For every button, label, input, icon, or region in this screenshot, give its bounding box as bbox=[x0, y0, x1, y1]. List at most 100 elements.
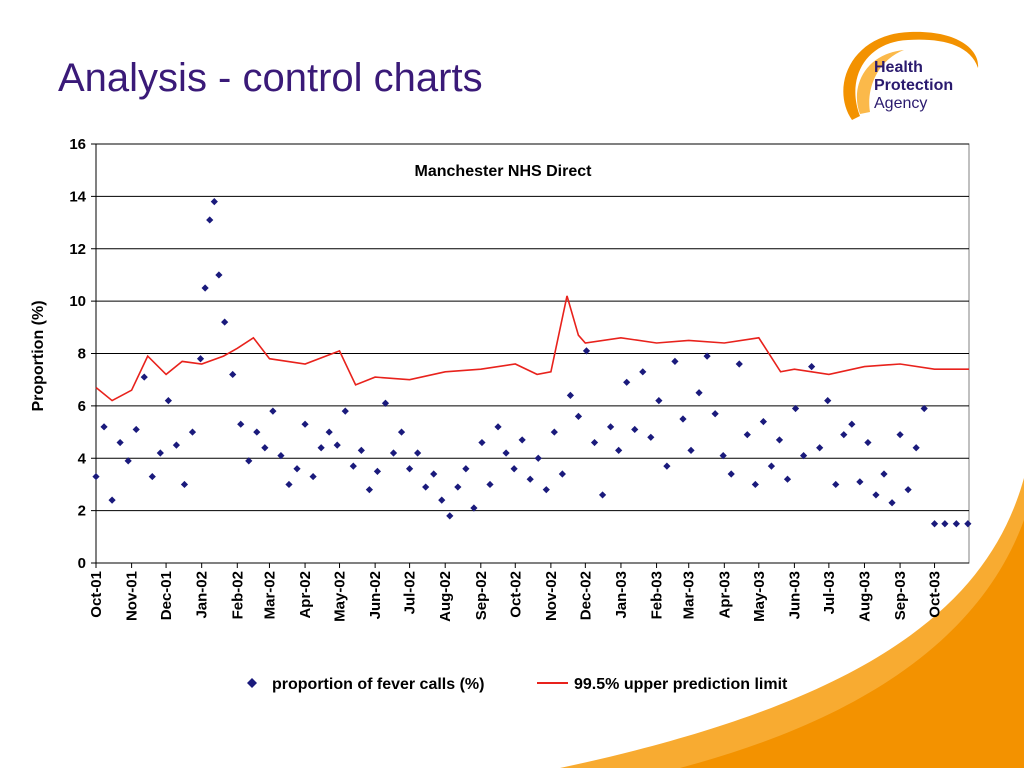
data-point bbox=[325, 428, 333, 436]
y-tick-label: 2 bbox=[78, 503, 86, 520]
legend-marker-diamond bbox=[247, 678, 257, 688]
legend-label-scatter: proportion of fever calls (%) bbox=[272, 676, 484, 693]
data-point bbox=[607, 423, 615, 431]
data-point bbox=[253, 428, 261, 436]
data-point bbox=[341, 407, 349, 415]
data-point bbox=[156, 449, 164, 457]
data-point bbox=[848, 420, 856, 428]
data-point bbox=[703, 352, 711, 360]
data-point bbox=[201, 284, 209, 292]
data-point bbox=[574, 412, 583, 420]
x-tick-label: Jul-02 bbox=[402, 571, 419, 614]
data-point bbox=[140, 373, 148, 381]
data-point bbox=[880, 470, 888, 478]
x-tick-label: Jan-03 bbox=[613, 571, 630, 619]
data-point bbox=[920, 404, 928, 413]
logo-line-1: Health bbox=[874, 59, 923, 76]
data-point bbox=[663, 462, 671, 470]
data-point bbox=[671, 357, 679, 365]
data-point bbox=[598, 491, 607, 499]
y-tick-label: 0 bbox=[78, 555, 86, 572]
data-point bbox=[687, 446, 695, 454]
data-point bbox=[462, 465, 470, 473]
data-point bbox=[180, 480, 189, 489]
data-point bbox=[912, 444, 920, 452]
x-tick-label: Nov-01 bbox=[124, 571, 141, 621]
x-tick-label: Dec-02 bbox=[577, 571, 594, 620]
data-point bbox=[414, 449, 422, 457]
data-point bbox=[237, 420, 245, 428]
logo-line-3: Agency bbox=[874, 95, 927, 112]
chart-title: Manchester NHS Direct bbox=[415, 163, 593, 180]
data-point bbox=[446, 512, 454, 520]
data-point bbox=[389, 449, 398, 457]
data-point bbox=[422, 483, 430, 491]
data-point bbox=[832, 480, 840, 489]
data-point bbox=[116, 438, 124, 447]
gridlines bbox=[96, 143, 969, 512]
limit-line-series bbox=[95, 295, 969, 402]
data-point bbox=[285, 480, 293, 489]
data-point bbox=[301, 420, 309, 428]
data-point bbox=[430, 470, 438, 478]
data-point bbox=[293, 465, 301, 473]
data-point bbox=[486, 480, 494, 489]
slide-title: Analysis - control charts bbox=[58, 56, 483, 100]
data-point bbox=[108, 496, 116, 504]
legend-label-limit: 99.5% upper prediction limit bbox=[574, 676, 788, 693]
legend: proportion of fever calls (%) 99.5% uppe… bbox=[247, 676, 788, 693]
x-tick-label: Oct-03 bbox=[927, 571, 944, 618]
data-point bbox=[206, 216, 214, 224]
data-point bbox=[277, 452, 285, 460]
data-point bbox=[941, 520, 949, 528]
data-point bbox=[783, 475, 792, 483]
data-point bbox=[510, 465, 518, 473]
data-point bbox=[221, 318, 229, 326]
data-point bbox=[502, 449, 510, 457]
x-tick-label: Jan-02 bbox=[194, 571, 211, 619]
data-point bbox=[615, 446, 623, 454]
data-point bbox=[470, 504, 478, 512]
data-point bbox=[132, 425, 140, 434]
data-point bbox=[655, 397, 663, 405]
data-point bbox=[333, 441, 341, 449]
data-point bbox=[743, 431, 751, 439]
x-tick-label: Jun-03 bbox=[786, 571, 803, 619]
y-axis-ticks: 0 2 4 6 8 10 12 14 16 bbox=[69, 136, 969, 572]
data-point bbox=[188, 428, 197, 436]
x-tick-label: Oct-01 bbox=[88, 571, 105, 618]
data-point bbox=[808, 362, 816, 371]
x-tick-label: Nov-02 bbox=[543, 571, 560, 621]
data-point bbox=[590, 438, 599, 447]
x-tick-label: Mar-02 bbox=[261, 571, 278, 619]
y-tick-label: 10 bbox=[69, 293, 86, 310]
y-tick-label: 16 bbox=[69, 136, 86, 153]
data-point bbox=[719, 452, 727, 460]
data-point bbox=[215, 271, 223, 279]
data-point bbox=[534, 454, 542, 462]
data-point bbox=[164, 397, 172, 405]
y-tick-label: 12 bbox=[69, 241, 86, 258]
y-tick-label: 8 bbox=[78, 346, 86, 363]
limit-line bbox=[95, 295, 969, 402]
data-point bbox=[518, 436, 526, 444]
data-point bbox=[582, 347, 591, 355]
x-tick-label: Aug-03 bbox=[856, 571, 873, 622]
data-point bbox=[365, 486, 373, 494]
data-point bbox=[952, 520, 960, 528]
x-tick-label: Dec-01 bbox=[158, 571, 175, 620]
x-tick-label: Apr-02 bbox=[297, 571, 314, 619]
data-point bbox=[478, 438, 486, 447]
x-tick-label: Aug-02 bbox=[437, 571, 454, 622]
data-point bbox=[695, 389, 703, 397]
data-point bbox=[405, 465, 414, 473]
x-tick-label: Jun-02 bbox=[367, 571, 384, 619]
x-tick-label: Sep-02 bbox=[473, 571, 490, 620]
data-point bbox=[647, 433, 655, 441]
data-point bbox=[309, 472, 317, 481]
data-point bbox=[542, 486, 550, 494]
data-point bbox=[526, 475, 534, 483]
data-point bbox=[872, 491, 880, 499]
data-point bbox=[775, 436, 784, 444]
